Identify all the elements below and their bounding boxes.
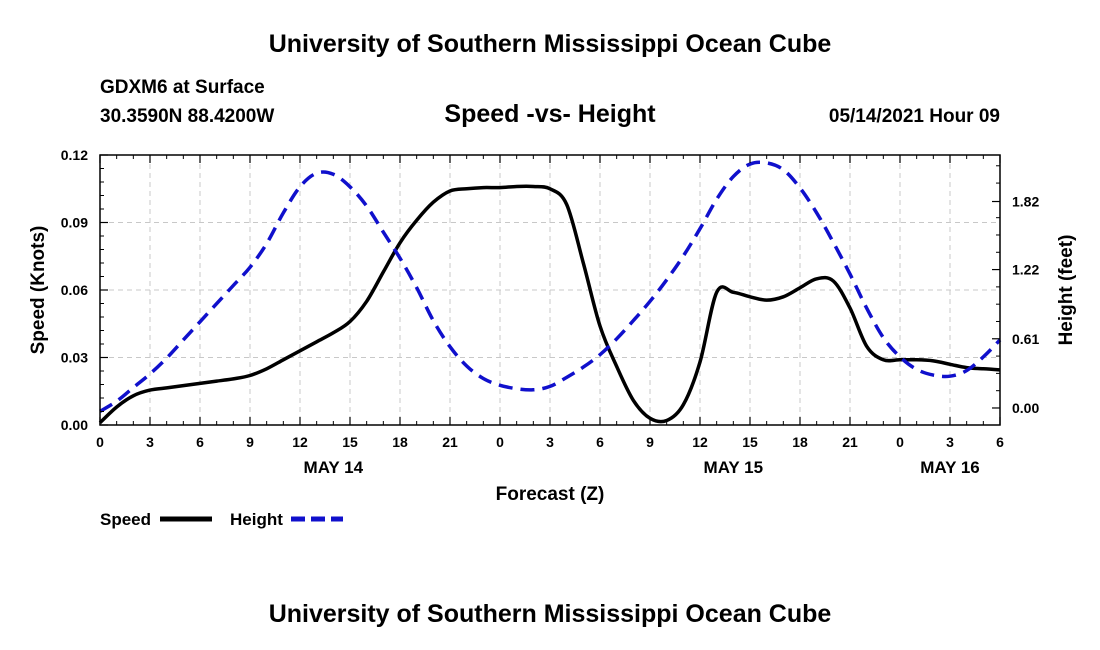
y-tick-label: 0.12 — [61, 147, 88, 163]
x-tick-label: 21 — [442, 434, 458, 450]
y2-tick-label: 1.22 — [1012, 262, 1039, 278]
x-tick-label: 6 — [996, 434, 1004, 450]
x-tick-label: 12 — [692, 434, 708, 450]
x-tick-label: 0 — [96, 434, 104, 450]
x-tick-label: 15 — [742, 434, 758, 450]
y-tick-label: 0.00 — [61, 417, 88, 433]
x-tick-label: 9 — [246, 434, 254, 450]
axis-ticks — [99, 154, 1001, 426]
chart-title: Speed -vs- Height — [444, 100, 656, 128]
page-title: University of Southern Mississippi Ocean… — [268, 30, 832, 58]
series-line-speed — [98, 184, 1001, 425]
x-tick-label: 3 — [546, 434, 554, 450]
day-label: MAY 14 — [304, 458, 364, 477]
x-tick-label: 18 — [392, 434, 408, 450]
station-coordinates: 30.3590N 88.4200W — [100, 106, 275, 127]
y-tick-label: 0.09 — [61, 215, 88, 231]
y2-tick-label: 1.82 — [1012, 194, 1039, 210]
y2-tick-label: 0.61 — [1012, 331, 1039, 347]
x-tick-label: 6 — [196, 434, 204, 450]
series-line-height — [99, 160, 1002, 413]
legend-label-height: Height — [230, 510, 283, 529]
x-tick-label: 15 — [342, 434, 358, 450]
legend-label-speed: Speed — [100, 510, 151, 529]
grid — [100, 155, 1000, 425]
axis-labels: 0 3 6 9 12 15 18 21 0 3 6 9 12 15 18 21 0 3 6 0.00 0.03 0.06 0… — [28, 147, 1077, 505]
y-tick-label: 0.06 — [61, 282, 88, 298]
station-label: GDXM6 at Surface — [100, 77, 265, 98]
x-tick-label: 12 — [292, 434, 308, 450]
day-label: MAY 16 — [920, 458, 980, 477]
x-tick-label: 18 — [792, 434, 808, 450]
x-tick-label: 0 — [896, 434, 904, 450]
y-tick-label: 0.03 — [61, 350, 88, 366]
y2-tick-label: 0.00 — [1012, 400, 1039, 416]
x-tick-label: 3 — [146, 434, 154, 450]
legend: Speed Height — [100, 510, 343, 529]
x-tick-label: 0 — [496, 434, 504, 450]
x-axis-label: Forecast (Z) — [496, 484, 605, 505]
x-tick-label: 6 — [596, 434, 604, 450]
footer-title: University of Southern Mississippi Ocean… — [268, 600, 832, 628]
y2-axis-label: Height (feet) — [1056, 235, 1077, 346]
x-tick-label: 9 — [646, 434, 654, 450]
forecast-datetime: 05/14/2021 Hour 09 — [828, 106, 1000, 127]
x-tick-label: 3 — [946, 434, 954, 450]
y-axis-label: Speed (Knots) — [28, 226, 49, 355]
day-label: MAY 15 — [704, 458, 764, 477]
x-tick-label: 21 — [842, 434, 858, 450]
series-layer — [98, 160, 1002, 425]
